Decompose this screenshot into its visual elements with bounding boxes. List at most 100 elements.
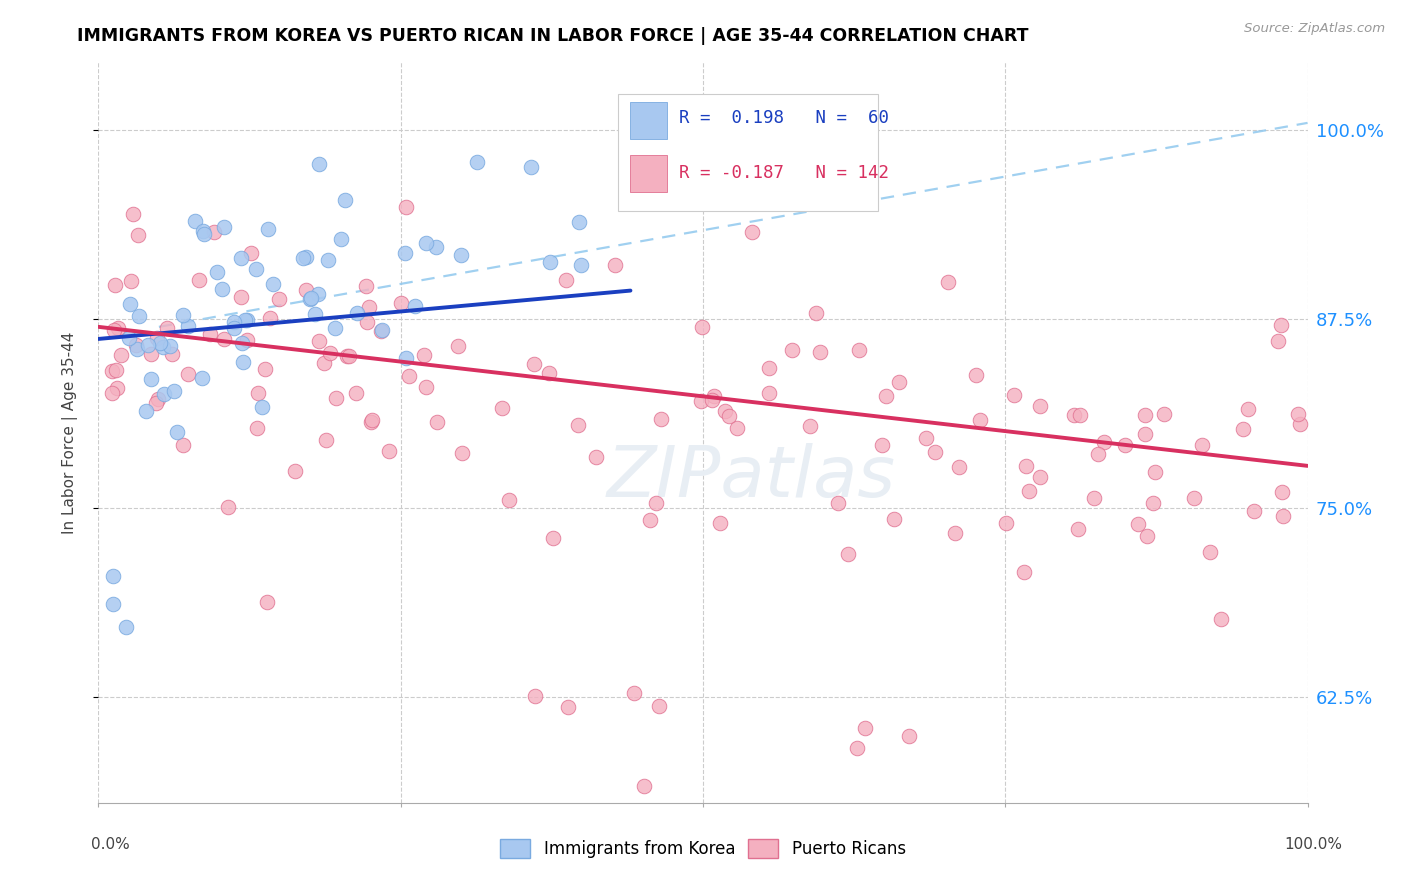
Point <box>810 345 832 359</box>
Point <box>648 698 671 713</box>
Point <box>231 336 253 351</box>
FancyBboxPatch shape <box>630 155 666 192</box>
Point <box>256 595 278 609</box>
Point <box>855 721 877 735</box>
FancyBboxPatch shape <box>630 102 666 138</box>
Point <box>104 363 127 377</box>
Point <box>1191 438 1213 452</box>
Point <box>1135 408 1157 422</box>
Point <box>224 315 246 329</box>
Point <box>149 336 172 351</box>
Point <box>118 331 141 345</box>
Point <box>105 381 128 395</box>
Point <box>898 729 921 743</box>
Point <box>159 339 181 353</box>
Point <box>568 215 591 229</box>
Point <box>1067 523 1090 537</box>
Point <box>222 321 245 335</box>
Point <box>585 450 607 465</box>
Point <box>125 342 148 356</box>
Point <box>394 245 416 260</box>
Point <box>1153 407 1175 421</box>
Point <box>146 331 169 345</box>
Point <box>1270 318 1292 332</box>
Text: 100.0%: 100.0% <box>1285 837 1343 852</box>
Point <box>294 283 316 297</box>
Point <box>887 375 910 389</box>
Point <box>333 193 356 207</box>
Point <box>846 741 869 756</box>
Point <box>354 279 377 293</box>
Point <box>924 445 946 459</box>
Text: IMMIGRANTS FROM KOREA VS PUERTO RICAN IN LABOR FORCE | AGE 35-44 CORRELATION CHA: IMMIGRANTS FROM KOREA VS PUERTO RICAN IN… <box>77 27 1029 45</box>
Point <box>101 363 124 377</box>
Point <box>450 248 472 262</box>
Text: R =  0.198   N =  60: R = 0.198 N = 60 <box>679 109 889 127</box>
Point <box>645 496 668 510</box>
Point <box>426 415 449 429</box>
Point <box>316 252 339 267</box>
Point <box>389 296 412 310</box>
Point <box>703 389 725 403</box>
Point <box>690 320 713 334</box>
Point <box>184 214 207 228</box>
Point <box>1069 408 1091 422</box>
Point <box>107 320 129 334</box>
Point <box>1182 491 1205 506</box>
Point <box>329 232 352 246</box>
Point <box>936 275 959 289</box>
Point <box>700 393 723 408</box>
Point <box>318 345 340 359</box>
Point <box>146 392 169 406</box>
Point <box>172 438 194 452</box>
Point <box>378 443 401 458</box>
Point <box>155 321 177 335</box>
Point <box>101 386 124 401</box>
Point <box>299 291 322 305</box>
Point <box>1002 388 1025 402</box>
Point <box>1015 459 1038 474</box>
Point <box>969 413 991 427</box>
Point <box>415 236 437 251</box>
Point <box>837 547 859 561</box>
Point <box>523 357 546 371</box>
Point <box>804 306 827 320</box>
Point <box>193 227 215 242</box>
Point <box>1272 508 1295 523</box>
Point <box>1083 491 1105 505</box>
Point <box>725 421 748 435</box>
Point <box>415 380 437 394</box>
Point <box>336 349 359 363</box>
Point <box>1144 465 1167 479</box>
Point <box>782 343 804 358</box>
Point <box>115 620 138 634</box>
Point <box>425 240 447 254</box>
Point <box>395 351 418 365</box>
Point <box>827 496 849 510</box>
Point <box>465 154 488 169</box>
Point <box>160 347 183 361</box>
Point <box>1133 426 1156 441</box>
Point <box>557 699 579 714</box>
Point <box>361 412 384 426</box>
Point <box>638 513 661 527</box>
Point <box>395 200 418 214</box>
Point <box>177 319 200 334</box>
Point <box>231 251 253 265</box>
Point <box>232 355 254 369</box>
Point <box>177 367 200 381</box>
Point <box>1199 545 1222 559</box>
Point <box>524 690 547 704</box>
Point <box>103 569 125 583</box>
Point <box>943 525 966 540</box>
Point <box>312 355 335 369</box>
Point <box>217 500 239 514</box>
Point <box>1271 484 1294 499</box>
Point <box>1237 402 1260 417</box>
Point <box>1087 447 1109 461</box>
Point <box>284 464 307 478</box>
Point <box>257 222 280 236</box>
Point <box>741 225 763 239</box>
Point <box>125 338 148 352</box>
Point <box>709 516 731 531</box>
